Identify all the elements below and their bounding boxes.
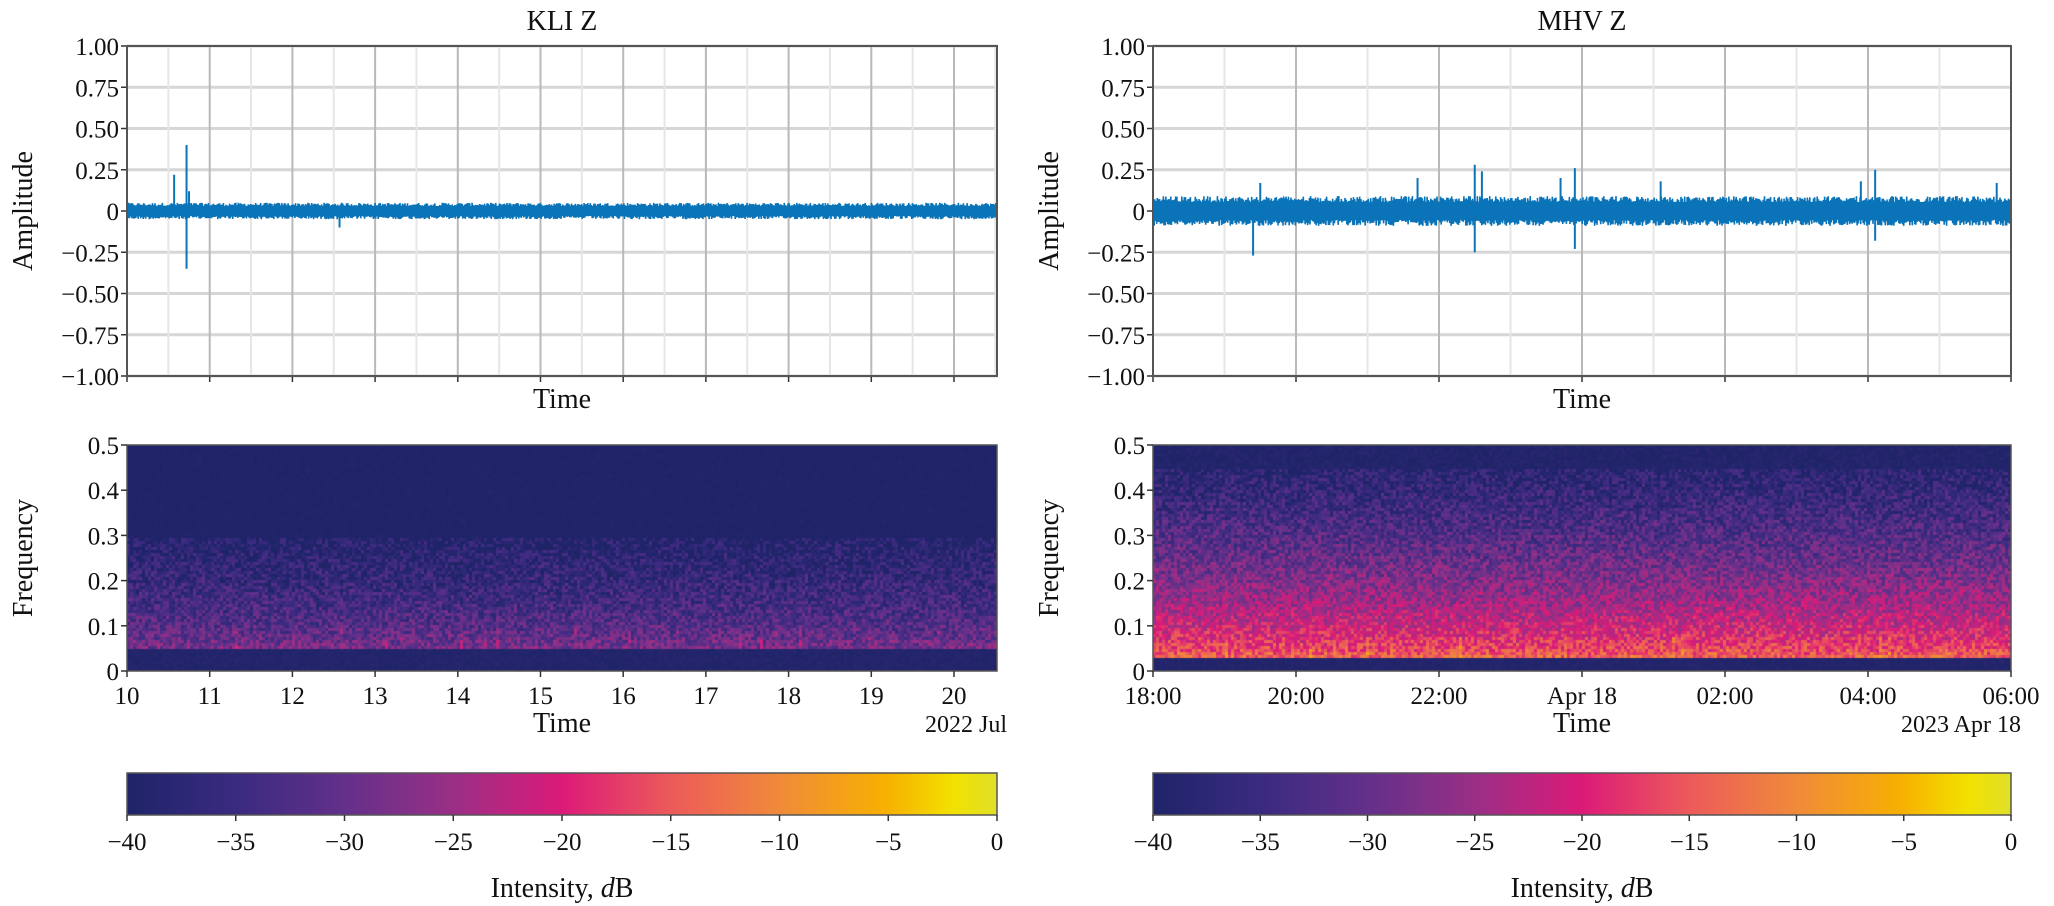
colorbar-label-unit-d: d — [1621, 873, 1636, 904]
colorbar-label-prefix: Intensity, — [491, 873, 601, 904]
amplitude-trace-core — [127, 206, 997, 216]
colorbar-tick-label: −35 — [1241, 829, 1280, 856]
spectrogram-date-offset: 2022 Jul — [925, 712, 1007, 738]
spectrogram-xtick-label: 16 — [611, 683, 636, 710]
colorbar-tick-label: −20 — [1562, 829, 1601, 856]
spectrogram-ytick-label: 0.1 — [1114, 614, 1145, 641]
spectrogram-xtick-label: 17 — [693, 683, 718, 710]
colorbar-tick-label: −15 — [651, 829, 690, 856]
amplitude-ytick-label: −1.00 — [61, 364, 119, 391]
spectrogram-xtick-label: 20:00 — [1268, 683, 1325, 710]
spectrogram-mhv — [1153, 445, 2011, 671]
colorbar-tick-label: −40 — [107, 829, 146, 856]
spectrogram-xtick-label: 06:00 — [1983, 683, 2040, 710]
spectrogram-ytick-label: 0.2 — [1114, 569, 1145, 596]
colorbar-label: Intensity, dB — [1511, 873, 1654, 904]
colorbar — [1152, 772, 2012, 816]
spectrogram-ytick-label: 0 — [1133, 659, 1146, 686]
amplitude-ytick-label: −0.75 — [61, 323, 119, 350]
colorbar-tick-label: −25 — [434, 829, 473, 856]
spectrogram-xtick-label: 14 — [445, 683, 471, 710]
spectrogram-xtick-label: Apr 18 — [1547, 683, 1617, 710]
spectrogram-xtick-label: 20 — [941, 683, 966, 710]
colorbar — [126, 772, 998, 816]
spectrogram-xtick-label: 02:00 — [1697, 683, 1754, 710]
spectrogram-xtick-label: 12 — [280, 683, 305, 710]
colorbar-tick-label: −15 — [1670, 829, 1709, 856]
colorbar-tick-label: −30 — [1348, 829, 1387, 856]
spectrogram-ylabel: Frequency — [1034, 499, 1065, 617]
colorbar-tick-label: −40 — [1133, 829, 1172, 856]
colorbar-tick-label: −25 — [1455, 829, 1494, 856]
amplitude-axes-frame — [126, 45, 998, 377]
spectrogram-frame — [1152, 444, 2012, 672]
colorbar-tick-label: −5 — [875, 829, 902, 856]
spectrogram-ytick-label: 0.4 — [88, 478, 120, 505]
spectrogram-xtick-label: 22:00 — [1411, 683, 1468, 710]
spectrogram-xtick-label: 19 — [859, 683, 884, 710]
colorbar-label-unit-b: B — [615, 873, 634, 904]
amplitude-xlabel: Time — [1553, 384, 1611, 415]
colorbar-label: Intensity, dB — [491, 873, 634, 904]
amplitude-trace-core — [1153, 202, 2011, 220]
amplitude-ylabel: Amplitude — [1034, 151, 1065, 271]
spectrogram-xlabel: Time — [533, 708, 591, 739]
colorbar-label-unit-d: d — [601, 873, 616, 904]
amplitude-ytick-label: −0.50 — [1087, 282, 1145, 309]
spectrogram-kli — [127, 445, 997, 671]
colorbar-tick-label: 0 — [2005, 829, 2018, 856]
spectrogram-xtick-label: 13 — [363, 683, 388, 710]
colorbar-tick-label: −30 — [325, 829, 364, 856]
spectrogram-xtick-label: 18:00 — [1125, 683, 1182, 710]
amplitude-ytick-label: 0 — [1133, 199, 1146, 226]
amplitude-axes-frame — [1152, 45, 2012, 377]
spectrogram-xtick-label: 04:00 — [1840, 683, 1897, 710]
spectrogram-ytick-label: 0.3 — [1114, 523, 1145, 550]
amplitude-ytick-label: −0.75 — [1087, 323, 1145, 350]
spectrogram-ytick-label: 0.4 — [1114, 478, 1146, 505]
amplitude-ytick-label: −0.50 — [61, 282, 119, 309]
spectrogram-xtick-label: 10 — [115, 683, 140, 710]
spectrogram-ytick-label: 0.3 — [88, 523, 119, 550]
chart-title-mhv: MHV Z — [1538, 6, 1627, 37]
colorbar-tick-label: −5 — [1890, 829, 1917, 856]
chart-title-kli: KLI Z — [527, 6, 598, 37]
spectrogram-ytick-label: 0 — [107, 659, 120, 686]
amplitude-ytick-label: 0.25 — [75, 158, 119, 185]
spectrogram-xtick-label: 15 — [528, 683, 553, 710]
colorbar-label-prefix: Intensity, — [1511, 873, 1621, 904]
amplitude-ytick-label: 0.50 — [1101, 117, 1145, 144]
spectrogram-ytick-label: 0.2 — [88, 569, 119, 596]
spectrogram-xtick-label: 18 — [776, 683, 801, 710]
colorbar-tick-label: −20 — [542, 829, 581, 856]
colorbar-tick-label: 0 — [991, 829, 1004, 856]
spectrogram-ytick-label: 0.5 — [1114, 433, 1145, 460]
amplitude-ytick-label: 0.75 — [1101, 75, 1145, 102]
colorbar-tick-label: −10 — [760, 829, 799, 856]
amplitude-ytick-label: 1.00 — [1101, 34, 1145, 61]
amplitude-xlabel: Time — [533, 384, 591, 415]
colorbar-tick-label: −35 — [216, 829, 255, 856]
amplitude-ytick-label: 0.25 — [1101, 158, 1145, 185]
spectrogram-frame — [126, 444, 998, 672]
amplitude-ytick-label: 0.50 — [75, 117, 119, 144]
spectrogram-ytick-label: 0.5 — [88, 433, 119, 460]
spectrogram-xtick-label: 11 — [198, 683, 222, 710]
amplitude-ytick-label: 0.75 — [75, 75, 119, 102]
spectrogram-date-offset: 2023 Apr 18 — [1901, 712, 2021, 738]
amplitude-ytick-label: 0 — [107, 199, 120, 226]
spectrogram-ylabel: Frequency — [8, 499, 39, 617]
amplitude-ytick-label: 1.00 — [75, 34, 119, 61]
spectrogram-ytick-label: 0.1 — [88, 614, 119, 641]
colorbar-label-unit-b: B — [1635, 873, 1654, 904]
amplitude-ylabel: Amplitude — [8, 151, 39, 271]
spectrogram-xlabel: Time — [1553, 708, 1611, 739]
amplitude-ytick-label: −0.25 — [61, 240, 119, 267]
amplitude-ytick-label: −0.25 — [1087, 240, 1145, 267]
colorbar-tick-label: −10 — [1777, 829, 1816, 856]
amplitude-ytick-label: −1.00 — [1087, 364, 1145, 391]
